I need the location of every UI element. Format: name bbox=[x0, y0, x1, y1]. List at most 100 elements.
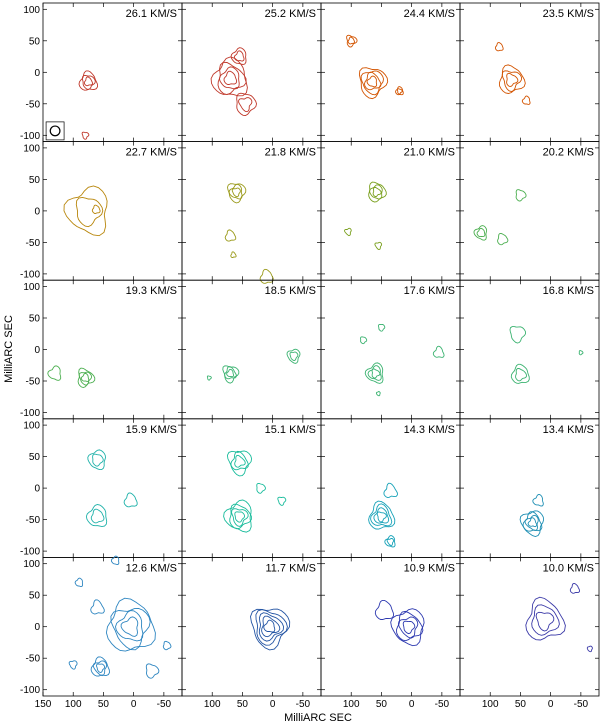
contour-line bbox=[223, 499, 252, 533]
contour-line bbox=[501, 70, 522, 92]
contour-line bbox=[92, 660, 108, 677]
channel-panel: 100 50 0 -50 -100 15.9 KM/S bbox=[20, 418, 183, 558]
panel-frame bbox=[320, 557, 461, 697]
x-tick-label: 50 bbox=[515, 699, 527, 710]
emission-component bbox=[346, 34, 358, 48]
channel-panel: 100 50 0 -50 -100 26.1 KM/S bbox=[20, 2, 183, 143]
contour-line bbox=[78, 371, 92, 386]
emission-component bbox=[498, 64, 526, 94]
y-tick-label: 100 bbox=[23, 559, 40, 570]
panel-frame bbox=[181, 279, 322, 420]
x-tick-label: 100 bbox=[482, 699, 499, 710]
contour-line bbox=[515, 189, 527, 202]
channel-panel: 15.1 KM/S bbox=[181, 418, 322, 558]
contour-line bbox=[85, 504, 108, 528]
contour-line bbox=[395, 86, 404, 96]
contour-line bbox=[527, 517, 538, 528]
contour-line bbox=[360, 336, 368, 345]
velocity-label: 18.5 KM/S bbox=[265, 285, 316, 297]
contour-line bbox=[525, 596, 566, 641]
emission-component bbox=[77, 367, 96, 388]
y-tick-label: 0 bbox=[34, 68, 40, 79]
emission-component bbox=[91, 204, 101, 214]
contour-line bbox=[372, 186, 382, 198]
emission-component bbox=[230, 47, 247, 65]
channel-panel: 24.4 KM/S bbox=[320, 2, 461, 143]
velocity-label: 14.3 KM/S bbox=[404, 424, 455, 436]
channel-panel: 23.5 KM/S bbox=[459, 2, 600, 143]
emission-component bbox=[519, 510, 545, 537]
panel-frame bbox=[459, 279, 600, 420]
velocity-label: 25.2 KM/S bbox=[265, 8, 316, 20]
emission-component bbox=[230, 251, 237, 258]
emission-component bbox=[145, 663, 160, 679]
y-tick-label: 100 bbox=[23, 282, 40, 293]
panel-frame bbox=[181, 2, 322, 143]
emission-component bbox=[90, 599, 105, 615]
y-tick-label: -100 bbox=[20, 408, 40, 419]
contour-line bbox=[250, 608, 291, 651]
contour-line bbox=[222, 365, 240, 384]
contour-line bbox=[115, 610, 144, 642]
contour-line bbox=[74, 577, 84, 587]
velocity-label: 12.6 KM/S bbox=[126, 562, 177, 574]
contour-line bbox=[258, 612, 285, 642]
contour-line bbox=[231, 508, 249, 527]
emission-component bbox=[578, 350, 584, 356]
contour-line bbox=[360, 70, 384, 96]
y-tick-label: 50 bbox=[29, 36, 41, 47]
emission-component bbox=[494, 42, 504, 52]
contour-line bbox=[226, 368, 235, 378]
contour-line bbox=[224, 366, 237, 380]
contour-line bbox=[473, 225, 488, 241]
y-tick-label: -50 bbox=[26, 238, 41, 249]
x-tick-label: -50 bbox=[296, 699, 311, 710]
x-tick-label: 50 bbox=[98, 699, 110, 710]
contour-line bbox=[532, 494, 544, 507]
contour-line bbox=[370, 503, 393, 527]
velocity-label: 21.8 KM/S bbox=[265, 147, 316, 159]
emission-component bbox=[368, 500, 396, 530]
channel-panel: 18.5 KM/S bbox=[181, 279, 322, 420]
emission-component bbox=[110, 555, 120, 565]
y-tick-label: -100 bbox=[20, 131, 40, 142]
contour-line bbox=[230, 450, 249, 471]
emission-component bbox=[227, 183, 247, 204]
emission-component bbox=[74, 577, 84, 587]
contour-line bbox=[531, 604, 560, 636]
contour-line bbox=[224, 229, 237, 242]
y-tick-label: 0 bbox=[34, 345, 40, 356]
contour-line bbox=[259, 268, 274, 284]
emission-component bbox=[162, 640, 172, 651]
contour-line bbox=[569, 583, 580, 594]
channel-panel: 20.2 KM/S bbox=[459, 141, 600, 281]
contour-line bbox=[390, 608, 425, 647]
contour-line bbox=[238, 97, 253, 113]
contour-line bbox=[75, 196, 104, 228]
emission-component bbox=[525, 596, 566, 641]
velocity-label: 20.2 KM/S bbox=[543, 147, 594, 159]
contour-line bbox=[228, 183, 243, 200]
contour-line bbox=[376, 511, 387, 523]
emission-component bbox=[374, 599, 394, 620]
x-tick-label: 50 bbox=[376, 699, 388, 710]
emission-component bbox=[224, 229, 237, 242]
emission-component bbox=[259, 268, 274, 284]
contour-line bbox=[234, 454, 246, 468]
x-tick-label: 0 bbox=[270, 699, 276, 710]
contour-line bbox=[476, 227, 486, 238]
velocity-label: 26.1 KM/S bbox=[126, 8, 177, 20]
contour-line bbox=[123, 492, 138, 508]
emission-component bbox=[364, 362, 384, 384]
contour-line bbox=[494, 42, 504, 52]
contour-line bbox=[255, 609, 288, 646]
contour-line bbox=[68, 660, 78, 670]
contour-line bbox=[535, 611, 555, 632]
channel-panel: 16.8 KM/S bbox=[459, 279, 600, 420]
contour-line bbox=[396, 88, 403, 95]
contour-line bbox=[347, 36, 355, 45]
channel-panel: 21.8 KM/S bbox=[181, 141, 322, 284]
contour-line bbox=[519, 510, 545, 537]
contour-line bbox=[373, 507, 390, 524]
emission-component bbox=[206, 375, 212, 381]
